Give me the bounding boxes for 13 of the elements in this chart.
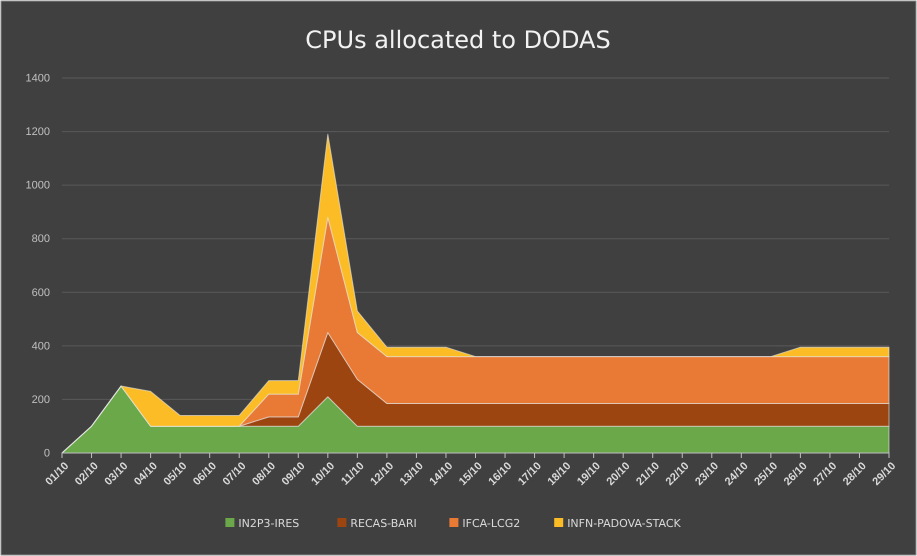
- chart-title: CPUs allocated to DODAS: [305, 26, 611, 54]
- legend-label: IN2P3-IRES: [238, 517, 300, 530]
- y-tick-label: 1400: [26, 72, 50, 85]
- y-tick-label: 1000: [26, 180, 50, 192]
- y-tick-label: 1200: [26, 126, 50, 138]
- y-tick-label: 400: [32, 340, 50, 352]
- legend-label: RECAS-BARI: [350, 517, 417, 530]
- y-tick-label: 800: [32, 233, 50, 246]
- legend-label: IFCA-LCG2: [462, 517, 520, 530]
- y-tick-label: 0: [44, 448, 50, 460]
- y-tick-label: 200: [32, 394, 50, 406]
- y-tick-label: 600: [32, 286, 50, 299]
- legend-label: INFN-PADOVA-STACK: [567, 517, 682, 530]
